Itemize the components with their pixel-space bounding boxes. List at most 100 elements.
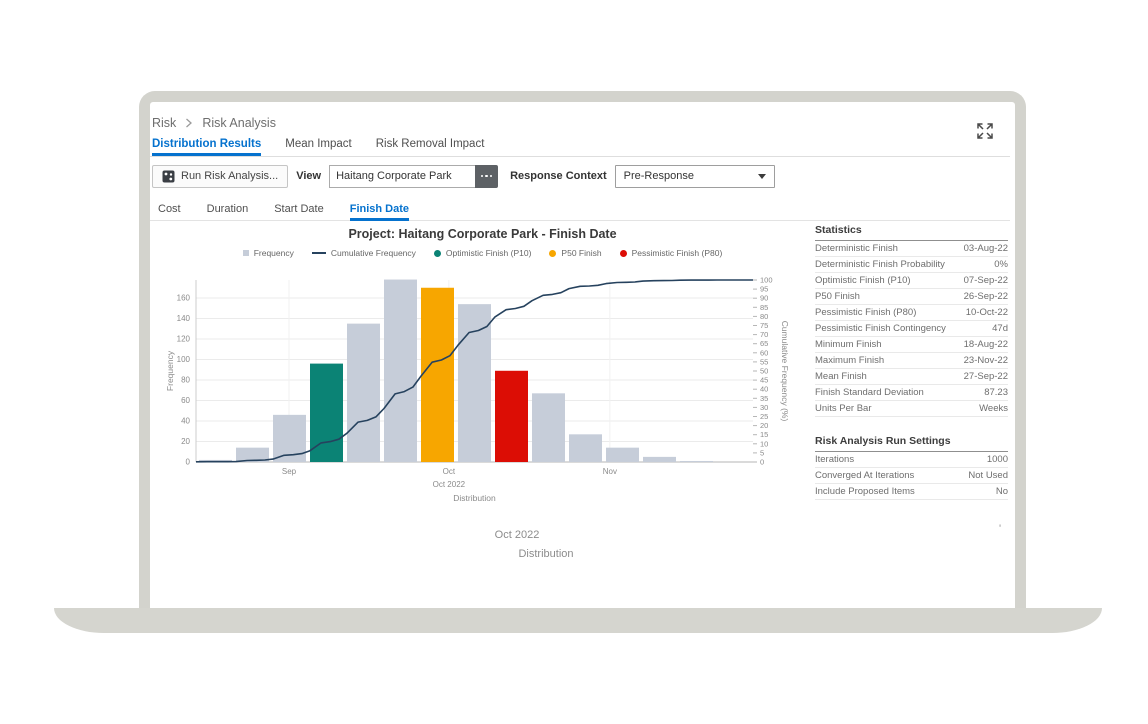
y-right-tick-label: 10 xyxy=(760,439,768,448)
row-value: 47d xyxy=(992,323,1008,334)
y-left-tick-label: 160 xyxy=(177,294,191,303)
row-label: Deterministic Finish xyxy=(815,243,898,254)
x-tick-label: Nov xyxy=(603,467,617,476)
y-right-tick-label: 30 xyxy=(760,403,768,412)
subtab[interactable]: Start Date xyxy=(274,203,324,221)
subtab[interactable]: Cost xyxy=(158,203,181,221)
row-label: Units Per Bar xyxy=(815,403,872,414)
table-row: Minimum Finish 18-Aug-22 xyxy=(815,337,1008,353)
histogram-bar[interactable] xyxy=(421,287,454,462)
histogram-bar[interactable] xyxy=(310,363,343,462)
y-right-tick-label: 95 xyxy=(760,285,768,294)
subtab-label: Start Date xyxy=(274,203,324,215)
y-right-tick-label: 55 xyxy=(760,357,768,366)
histogram-bar[interactable] xyxy=(236,447,269,462)
histogram-bar[interactable] xyxy=(569,434,602,462)
histogram-bar[interactable] xyxy=(680,460,713,462)
response-context-value: Pre-Response xyxy=(623,170,694,182)
table-row: Maximum Finish 23-Nov-22 xyxy=(815,353,1008,369)
y-left-tick-label: 140 xyxy=(177,314,191,323)
histogram-bar[interactable] xyxy=(532,393,565,462)
y-right-tick-label: 85 xyxy=(760,303,768,312)
subtab-divider xyxy=(150,220,1010,221)
y-left-tick-label: 0 xyxy=(186,458,191,467)
cumulative-frequency-line xyxy=(195,279,753,463)
chart-title: Project: Haitang Corporate Park - Finish… xyxy=(348,227,617,241)
row-label: Iterations xyxy=(815,454,855,465)
histogram-bar[interactable] xyxy=(606,447,639,462)
legend-label: Pessimistic Finish (P80) xyxy=(631,248,723,258)
row-label: Include Proposed Items xyxy=(815,486,915,497)
view-browse-button[interactable] xyxy=(475,164,499,188)
run-risk-analysis-button[interactable]: Run Risk Analysis... xyxy=(152,164,289,188)
table-row: Pessimistic Finish Contingency 47d xyxy=(815,321,1008,337)
subtab-label: Finish Date xyxy=(349,203,410,215)
table-row: Deterministic Finish 03-Aug-22 xyxy=(815,241,1008,257)
legend-item[interactable]: P50 Finish xyxy=(549,248,602,258)
y-right-tick-label: 100 xyxy=(760,276,773,285)
chart-legend: Frequency Cumulative Frequency Optimistic … xyxy=(160,248,805,258)
legend-item[interactable]: Cumulative Frequency xyxy=(311,248,416,258)
legend-item[interactable]: Pessimistic Finish (P80) xyxy=(619,248,723,258)
row-value: 0% xyxy=(994,259,1008,270)
row-label: Maximum Finish xyxy=(815,355,885,366)
histogram-bar[interactable] xyxy=(495,370,528,462)
histogram-bar[interactable] xyxy=(384,279,417,462)
breadcrumb-item-risk[interactable]: Risk xyxy=(152,116,177,130)
table-row: Deterministic Finish Probability 0% xyxy=(815,257,1008,273)
row-value: 23-Nov-22 xyxy=(963,355,1008,366)
view-input[interactable] xyxy=(329,164,476,188)
dice-icon xyxy=(162,170,175,182)
y-right-tick-label: 65 xyxy=(760,339,768,348)
row-value: No xyxy=(995,486,1008,497)
y-left-tick-label: 40 xyxy=(181,417,190,426)
row-value: 03-Aug-22 xyxy=(963,243,1008,254)
row-label: Pessimistic Finish (P80) xyxy=(815,307,917,318)
subtab[interactable]: Duration xyxy=(207,203,249,221)
y-right-tick-label: 25 xyxy=(760,412,768,421)
toolbar: Run Risk Analysis... View Response Conte… xyxy=(152,164,775,188)
row-value: 10-Oct-22 xyxy=(965,307,1008,318)
circle-marker-icon xyxy=(549,249,557,257)
dropdown-caret-icon xyxy=(757,173,766,179)
tab-label: Risk Removal Impact xyxy=(375,138,485,150)
histogram-bar[interactable] xyxy=(458,304,491,462)
laptop-base xyxy=(54,608,1102,633)
table-row: Include Proposed Items No xyxy=(815,484,1008,500)
view-field-group xyxy=(329,164,499,188)
row-label: P50 Finish xyxy=(815,291,860,302)
y-right-tick-label: 45 xyxy=(760,376,768,385)
row-label: Optimistic Finish (P10) xyxy=(815,275,911,286)
view-label: View xyxy=(296,170,322,182)
y-right-tick-label: 15 xyxy=(760,430,768,439)
row-value: 27-Sep-22 xyxy=(963,371,1008,382)
row-label: Deterministic Finish Probability xyxy=(815,259,945,270)
histogram-bar[interactable] xyxy=(347,323,380,462)
below-chart-axis-label: Distribution xyxy=(518,548,574,560)
y-right-tick-label: 50 xyxy=(760,367,768,376)
statistics-title: Statistics xyxy=(815,224,1008,241)
histogram-bar[interactable] xyxy=(643,456,676,462)
tab[interactable]: Distribution Results xyxy=(152,138,262,156)
row-value: 07-Sep-22 xyxy=(963,275,1008,286)
row-value: 87.23 xyxy=(984,387,1008,398)
y-left-tick-label: 120 xyxy=(177,335,191,344)
tab[interactable]: Risk Removal Impact xyxy=(376,138,485,156)
expand-button[interactable] xyxy=(972,118,998,144)
y-right-tick-label: 80 xyxy=(760,312,768,321)
legend-item[interactable]: Frequency xyxy=(242,248,294,258)
legend-item[interactable]: Optimistic Finish (P10) xyxy=(433,248,531,258)
table-row: Mean Finish 27-Sep-22 xyxy=(815,369,1008,385)
x-axis-title: Distribution xyxy=(453,493,496,503)
below-chart-month-label: Oct 2022 xyxy=(494,529,540,541)
row-label: Pessimistic Finish Contingency xyxy=(815,323,946,334)
row-value: Not Used xyxy=(968,470,1008,481)
response-context-select[interactable]: Pre-Response xyxy=(614,164,775,188)
response-context-label: Response Context xyxy=(510,170,607,182)
subtab[interactable]: Finish Date xyxy=(349,203,410,221)
tab[interactable]: Mean Impact xyxy=(285,138,351,156)
breadcrumb-item-risk-analysis[interactable]: Risk Analysis xyxy=(202,116,276,130)
y-left-tick-label: 60 xyxy=(181,396,190,405)
tab-label: Distribution Results xyxy=(152,138,262,150)
